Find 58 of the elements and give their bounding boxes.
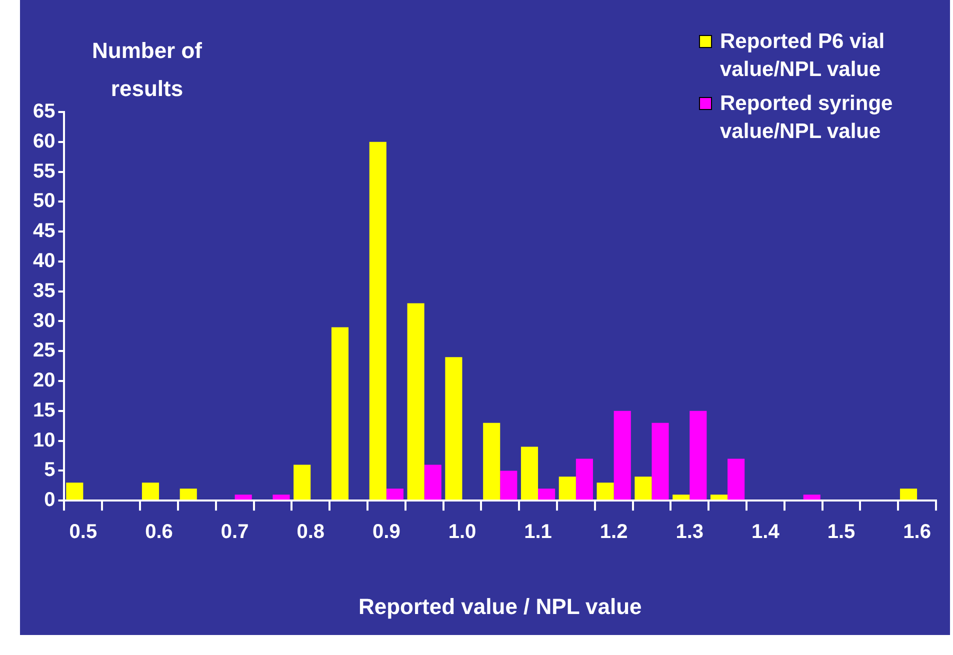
x-tick-label: 1.3 <box>676 521 704 544</box>
y-tick-label: 45 <box>32 220 56 242</box>
bar <box>294 464 311 500</box>
x-tick-label: 0.7 <box>220 521 249 544</box>
legend-label: Reported P6 vial value/NPL value <box>720 29 886 83</box>
bar <box>483 422 500 500</box>
y-tick-label: 20 <box>32 370 56 392</box>
bar <box>520 446 538 500</box>
bar <box>386 488 404 500</box>
x-tick-label: 0.9 <box>372 521 400 544</box>
bar <box>803 494 820 500</box>
bar <box>142 482 159 500</box>
bar <box>234 494 252 500</box>
x-tick-label: 1.6 <box>903 521 931 544</box>
x-tick-label: 0.5 <box>69 521 98 544</box>
x-tick-label: 1.5 <box>827 521 856 544</box>
bar <box>407 303 424 500</box>
y-tick-label: 35 <box>32 280 56 302</box>
bar <box>538 488 556 500</box>
x-tick-label: 1.1 <box>524 521 552 544</box>
bar <box>558 476 576 500</box>
y-tick-label: 25 <box>32 340 56 362</box>
bar <box>500 470 518 500</box>
bar <box>180 488 197 500</box>
y-tick-label: 65 <box>32 100 56 123</box>
y-tick-label: 40 <box>32 250 56 272</box>
bar <box>672 494 690 500</box>
bar <box>369 142 386 500</box>
bar <box>652 422 669 500</box>
y-tick-label: 60 <box>32 130 56 152</box>
x-tick-label: 1.4 <box>752 521 780 544</box>
x-tick-label: 0.8 <box>296 521 325 544</box>
y-tick-label: 15 <box>32 399 56 422</box>
y-tick-label: 55 <box>32 160 56 182</box>
y-tick-label: 0 <box>44 489 56 512</box>
x-tick-label: 0.6 <box>145 521 173 544</box>
bar <box>445 357 462 500</box>
bar <box>66 482 84 500</box>
bar <box>690 410 707 500</box>
bar <box>331 327 349 500</box>
y-axis-title: Number of results <box>91 37 203 103</box>
y-tick-label: 5 <box>44 459 56 482</box>
bar <box>900 488 918 500</box>
y-tick-label: 50 <box>32 190 56 212</box>
x-axis-title: Reported value / NPL value <box>358 594 642 619</box>
bar <box>576 458 593 500</box>
bar <box>424 464 442 500</box>
x-tick-label: 1.2 <box>600 521 628 544</box>
bar <box>614 410 631 500</box>
x-tick-label: 1.0 <box>448 521 476 544</box>
y-tick-label: 30 <box>32 310 56 332</box>
bar <box>710 494 728 500</box>
bar <box>634 476 652 500</box>
y-tick-label: 10 <box>32 429 56 452</box>
bar <box>272 494 290 500</box>
bar <box>596 482 614 500</box>
legend-label: Reported syringe value/NPL value <box>720 91 894 145</box>
bar <box>728 458 745 500</box>
